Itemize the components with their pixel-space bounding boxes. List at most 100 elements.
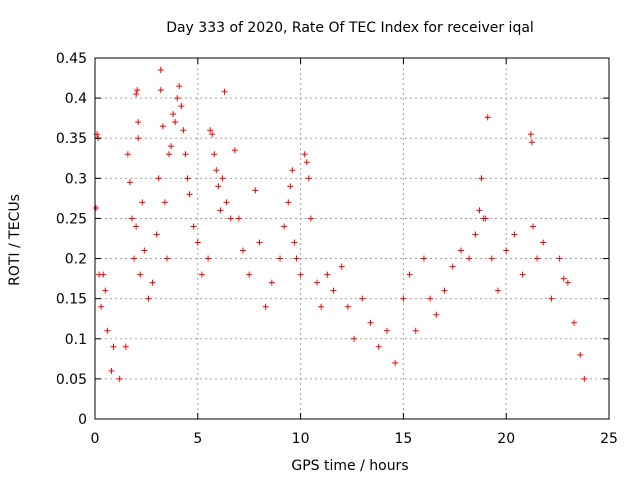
data-point <box>134 87 141 94</box>
grid-lines <box>95 58 609 419</box>
data-point <box>262 303 269 310</box>
data-point <box>227 215 234 222</box>
data-point <box>223 199 230 206</box>
data-point <box>186 191 193 198</box>
data-point <box>231 147 238 154</box>
data-point <box>145 295 152 302</box>
data-point <box>318 303 325 310</box>
data-point <box>383 327 390 334</box>
data-point <box>122 343 129 350</box>
data-point <box>166 151 173 158</box>
data-point <box>207 127 214 134</box>
y-tick-label: 0.45 <box>56 51 87 67</box>
data-point <box>571 319 578 326</box>
data-point <box>314 279 321 286</box>
data-point <box>375 343 382 350</box>
y-tick-label: 0.1 <box>65 332 87 348</box>
data-point <box>163 255 170 262</box>
x-tick-label: 5 <box>193 431 202 447</box>
data-point <box>484 114 491 121</box>
data-point <box>252 187 259 194</box>
data-point <box>478 175 485 182</box>
data-point <box>129 215 136 222</box>
data-point <box>534 255 541 262</box>
data-point <box>351 335 358 342</box>
data-point <box>528 139 535 146</box>
x-axis-label: GPS time / hours <box>291 458 408 474</box>
x-tick-label: 0 <box>91 431 100 447</box>
data-point <box>124 151 131 158</box>
x-tick-label: 25 <box>600 431 618 447</box>
data-point <box>184 175 191 182</box>
data-point <box>159 123 166 130</box>
y-tick-label: 0.3 <box>65 171 87 187</box>
data-point <box>137 271 144 278</box>
data-point <box>135 119 142 126</box>
data-point <box>449 263 456 270</box>
data-point <box>170 111 177 118</box>
x-tick-label: 10 <box>292 431 310 447</box>
data-point <box>338 263 345 270</box>
data-point <box>268 279 275 286</box>
data-point <box>155 175 162 182</box>
data-point <box>427 295 434 302</box>
data-point <box>344 303 351 310</box>
data-point <box>560 275 567 282</box>
data-point <box>172 119 179 126</box>
data-point <box>157 87 164 94</box>
data-points <box>93 67 588 382</box>
data-point <box>131 255 138 262</box>
data-point <box>285 199 292 206</box>
data-point <box>235 215 242 222</box>
data-point <box>168 143 175 150</box>
data-point <box>161 199 168 206</box>
data-point <box>209 131 216 138</box>
data-point <box>126 179 133 186</box>
data-point <box>108 367 115 374</box>
data-point <box>564 279 571 286</box>
data-point <box>219 175 226 182</box>
data-point <box>476 207 483 214</box>
data-point <box>104 327 111 334</box>
y-tick-label: 0 <box>78 412 87 428</box>
y-tick-label: 0.4 <box>65 91 87 107</box>
data-point <box>291 239 298 246</box>
data-point <box>581 375 588 382</box>
data-point <box>400 295 407 302</box>
data-point <box>133 91 140 98</box>
data-point <box>529 223 536 230</box>
data-point <box>215 183 222 190</box>
data-point <box>289 167 296 174</box>
data-point <box>519 271 526 278</box>
y-tick-label: 0.05 <box>56 372 87 388</box>
data-point <box>293 255 300 262</box>
data-point <box>149 279 156 286</box>
data-point <box>190 223 197 230</box>
axis-ticks: 0 0.05 0.1 0.15 0.2 0.25 0.3 0.35 0.4 0.45 0 5 10 15 2… <box>56 51 618 447</box>
data-point <box>176 83 183 90</box>
x-tick-label: 15 <box>394 431 412 447</box>
data-point <box>307 215 314 222</box>
x-tick-label: 20 <box>497 431 515 447</box>
data-point <box>303 159 310 166</box>
data-point <box>511 231 518 238</box>
data-point <box>221 88 228 95</box>
data-point <box>240 247 247 254</box>
data-point <box>297 271 304 278</box>
data-point <box>472 231 479 238</box>
data-point <box>110 343 117 350</box>
data-point <box>133 223 140 230</box>
data-point <box>180 127 187 134</box>
data-point <box>174 95 181 102</box>
data-point <box>577 351 584 358</box>
data-point <box>359 295 366 302</box>
y-axis-label: ROTI / TECUs <box>7 194 23 286</box>
chart-title: Day 333 of 2020, Rate Of TEC Index for r… <box>166 20 534 36</box>
data-point <box>135 135 142 142</box>
data-point <box>466 255 473 262</box>
data-point <box>256 239 263 246</box>
data-point <box>367 319 374 326</box>
data-point <box>330 287 337 294</box>
data-point <box>211 151 218 158</box>
